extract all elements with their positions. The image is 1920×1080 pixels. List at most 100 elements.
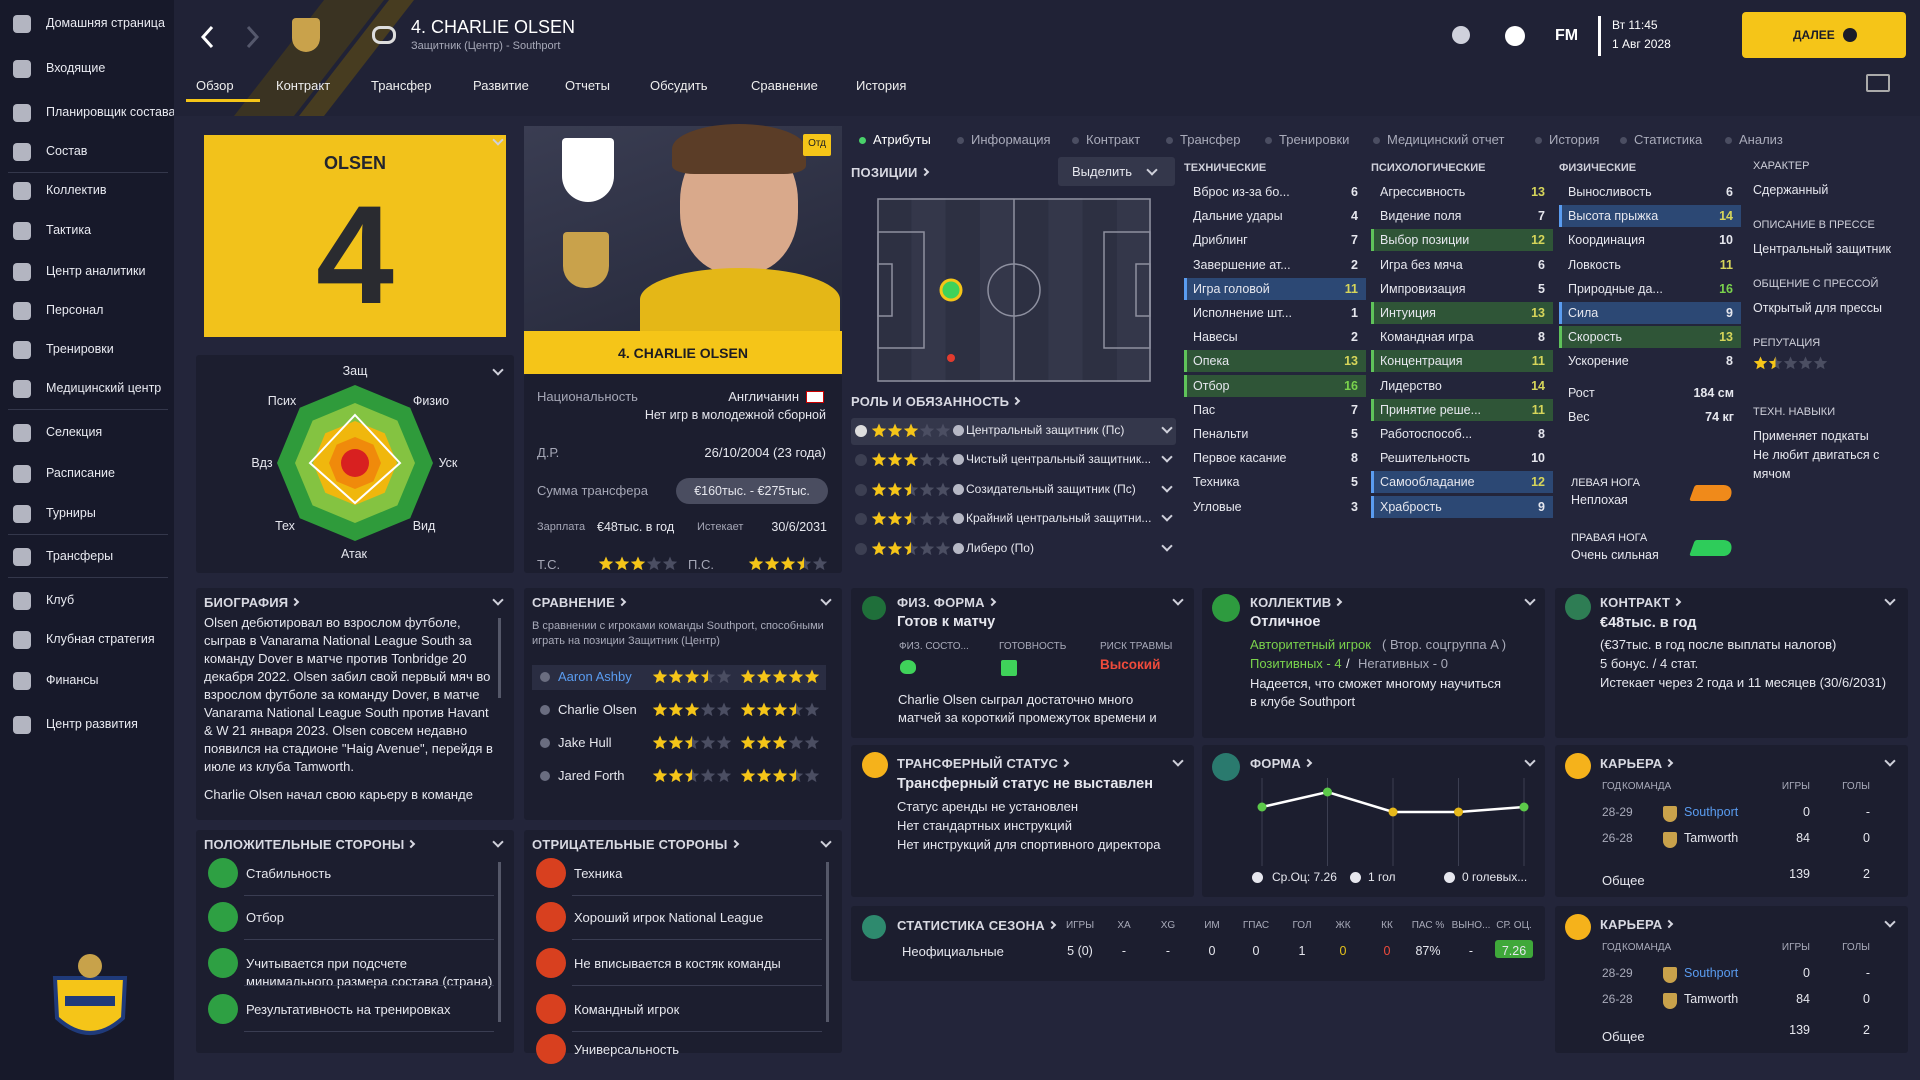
shirt-card (204, 135, 506, 337)
dropdown-chevron[interactable] (1161, 540, 1173, 552)
sidebar-item[interactable]: Селекция (46, 425, 103, 439)
dropdown-chevron[interactable] (1161, 451, 1173, 463)
comparison-name[interactable]: Jake Hull (558, 735, 612, 750)
section-title[interactable]: ФИЗ. ФОРМА (897, 595, 995, 610)
attr-value: 8 (1351, 451, 1358, 466)
contract-panel (1555, 588, 1908, 738)
nav-tab[interactable]: Обсудить (650, 78, 708, 93)
sidebar-item[interactable]: Домашняя страница (46, 16, 165, 30)
stripe (299, 0, 414, 116)
profile-tab[interactable]: Медицинский отчет (1387, 132, 1505, 147)
dropdown-chevron[interactable] (1161, 510, 1173, 522)
section-title[interactable]: ПОЛОЖИТЕЛЬНЫЕ СТОРОНЫ (204, 837, 414, 852)
star-empty (935, 541, 951, 556)
profile-tab[interactable]: Информация (971, 132, 1051, 147)
character-line: Применяет подкаты (1753, 429, 1869, 443)
nav-tab[interactable]: История (856, 78, 907, 93)
sidebar-item[interactable]: Тренировки (46, 342, 114, 356)
positives-icon (208, 902, 238, 932)
sidebar-item[interactable]: Турниры (46, 506, 96, 520)
section-title[interactable]: КАРЬЕРА (1600, 756, 1672, 771)
role-name[interactable]: Крайний центральный защитни... (966, 511, 1152, 525)
career-goals: 0 (1863, 992, 1870, 1006)
sidebar-item[interactable]: Персонал (46, 303, 104, 317)
sidebar-item[interactable]: Центр развития (46, 717, 138, 731)
nav-tab[interactable]: Трансфер (371, 78, 432, 93)
career-team[interactable]: Southport (1684, 966, 1739, 980)
sidebar-item[interactable]: Центр аналитики (46, 264, 146, 278)
nav-tab[interactable]: Отчеты (565, 78, 610, 93)
profile-tab[interactable]: Контракт (1086, 132, 1141, 147)
sidebar-item[interactable]: Финансы (46, 673, 99, 687)
sidebar-item[interactable]: Трансферы (46, 549, 114, 563)
profile-tab[interactable]: Трансфер (1180, 132, 1241, 147)
section-title[interactable]: КОЛЛЕКТИВ (1250, 595, 1341, 610)
negatives-item: Командный игрок (574, 1002, 680, 1017)
info-value: €160тыс. - €275тыс. (694, 484, 810, 498)
role-name[interactable]: Чистый центральный защитник... (966, 452, 1152, 466)
sidebar-item[interactable]: Состав (46, 144, 88, 158)
role-radio (855, 513, 867, 525)
career-team[interactable]: Tamworth (1684, 831, 1739, 845)
continue-button[interactable] (1742, 12, 1906, 58)
dropdown-chevron[interactable] (1161, 481, 1173, 493)
profile-tab[interactable]: Статистика (1634, 132, 1703, 147)
section-title[interactable]: ФОРМА (1250, 756, 1311, 771)
section-title[interactable]: СРАВНЕНИЕ (532, 595, 625, 610)
comparison-name[interactable]: Jared Forth (558, 768, 625, 783)
sidebar-item[interactable]: Клубная стратегия (46, 632, 155, 646)
transfer-line: Нет инструкций для спортивного директора (897, 837, 1161, 852)
highlight-button-label[interactable]: Выделить (1072, 164, 1132, 179)
info-value: Англичанин (728, 389, 799, 404)
role-name[interactable]: Созидательный защитник (Пс) (966, 482, 1136, 496)
comparison-panel (524, 588, 842, 820)
sidebar-item[interactable]: Коллектив (46, 183, 107, 197)
alt-position (947, 354, 955, 362)
role-name[interactable]: Либеро (По) (966, 541, 1034, 555)
section-title[interactable]: ТРАНСФЕРНЫЙ СТАТУС (897, 756, 1068, 771)
pitch-stripe (979, 198, 1014, 382)
sidebar-item[interactable]: Планировщик состава (46, 105, 176, 119)
role-row-selected[interactable] (851, 418, 1176, 445)
section-title[interactable]: КОНТРАКТ (1600, 595, 1680, 610)
nav-tab[interactable]: Контракт (276, 78, 331, 93)
attr-name: Агрессивность (1380, 185, 1466, 199)
section-title[interactable]: ПОЗИЦИИ (851, 165, 928, 180)
sidebar-icon (13, 465, 31, 483)
section-title[interactable]: КАРЬЕРА (1600, 917, 1672, 932)
continue-label[interactable]: ДАЛЕЕ (1793, 28, 1835, 42)
comparison-name[interactable]: Aaron Ashby (558, 669, 632, 684)
attr-value: 9 (1726, 306, 1733, 320)
profile-tab[interactable]: История (1549, 132, 1600, 147)
section-title[interactable]: РОЛЬ И ОБЯЗАННОСТЬ (851, 394, 1019, 409)
season-value: 87% (1415, 944, 1441, 958)
nav-tab[interactable]: Обзор (196, 78, 234, 93)
role-name[interactable]: Центральный защитник (Пс) (966, 423, 1125, 437)
attr-value: 13 (1344, 354, 1358, 369)
nav-tab[interactable]: Сравнение (751, 78, 818, 93)
section-title[interactable]: БИОГРАФИЯ (204, 595, 298, 610)
sidebar-item[interactable]: Расписание (46, 466, 115, 480)
sidebar-item[interactable]: Входящие (46, 61, 106, 75)
info-value: €48тыс. в год (597, 520, 675, 534)
star-empty (646, 556, 662, 571)
sidebar-item[interactable]: Клуб (46, 593, 75, 607)
profile-tab[interactable]: Атрибуты (873, 132, 931, 147)
scrollbar (826, 862, 829, 1022)
sidebar-item[interactable]: Медицинский центр (46, 381, 162, 395)
highlight-button[interactable] (1058, 157, 1175, 186)
career-team[interactable]: Tamworth (1684, 992, 1739, 1006)
sidebar-icon (13, 104, 31, 122)
section-title[interactable]: СТАТИСТИКА СЕЗОНА (897, 918, 1055, 933)
section-title[interactable]: ОТРИЦАТЕЛЬНЫЕ СТОРОНЫ (532, 837, 738, 852)
nav-tab[interactable]: Развитие (473, 78, 529, 93)
star-rating (871, 511, 951, 526)
sidebar-icon (13, 505, 31, 523)
assist-icon (1444, 872, 1455, 883)
sidebar-icon (13, 672, 31, 690)
career-team[interactable]: Southport (1684, 805, 1739, 819)
profile-tab[interactable]: Тренировки (1279, 132, 1350, 147)
sidebar-item[interactable]: Тактика (46, 223, 92, 237)
comparison-name[interactable]: Charlie Olsen (558, 702, 637, 717)
profile-tab[interactable]: Анализ (1739, 132, 1783, 147)
